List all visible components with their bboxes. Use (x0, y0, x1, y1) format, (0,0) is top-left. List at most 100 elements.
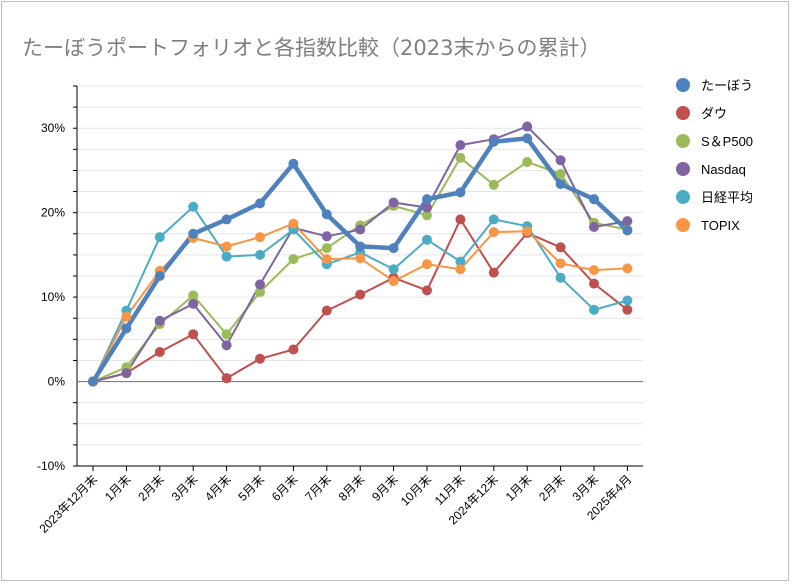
data-point (255, 353, 265, 364)
data-point (288, 158, 299, 169)
data-point (355, 253, 366, 264)
x-tick-label: 6月末 (269, 472, 301, 504)
data-point (555, 168, 566, 179)
data-point (589, 278, 599, 289)
data-point (455, 256, 466, 267)
data-point (321, 305, 332, 316)
data-point (355, 224, 366, 235)
data-point (555, 242, 566, 253)
data-point (455, 214, 466, 225)
data-point (589, 304, 599, 315)
legend-label: たーぼう (701, 78, 753, 93)
data-point (388, 276, 399, 287)
data-point (121, 311, 132, 322)
data-point (622, 216, 633, 227)
data-point (455, 264, 466, 275)
data-point (555, 155, 566, 166)
data-point (88, 376, 98, 387)
data-point (589, 265, 599, 276)
data-point (288, 254, 299, 265)
data-point (221, 241, 232, 252)
data-point (488, 267, 499, 278)
y-tick-label: 10% (41, 290, 65, 304)
data-point (321, 209, 332, 220)
chart-title: たーぼうポートフォリオと各指数比較（2023末からの累計） (22, 36, 600, 60)
legend-label: TOPIX (701, 218, 740, 233)
legend-label: ダウ (701, 106, 727, 121)
data-point (622, 225, 633, 236)
x-tick-label: 10月末 (398, 472, 434, 508)
data-point (422, 234, 432, 245)
y-axis-ticks: -10% 0% 10% 20% 30% (37, 85, 77, 473)
data-point (455, 187, 466, 198)
legend-label: 日経平均 (701, 190, 753, 205)
legend-marker (676, 134, 690, 148)
legend-marker (676, 162, 690, 176)
data-point (422, 210, 432, 221)
legend-marker (676, 218, 690, 232)
data-point (321, 254, 332, 265)
x-tick-label: 9月末 (369, 472, 401, 504)
x-axis-ticks: 2023年12月末 1月末 2月末 3月末 4月末 5月末 6月末 7月末 8月末 9月末10月末… (36, 466, 635, 536)
y-tick-label: 0% (48, 375, 66, 389)
data-point (388, 243, 399, 254)
legend-label: Nasdaq (701, 162, 746, 177)
data-point (488, 179, 499, 190)
data-point (555, 258, 566, 269)
data-point (589, 194, 599, 205)
data-point (221, 251, 232, 262)
x-tick-label: 4月末 (202, 472, 234, 504)
data-point (321, 231, 332, 242)
x-tick-label: 2023年12月末 (36, 472, 100, 536)
data-point (522, 133, 533, 144)
y-tick-label: -10% (37, 459, 65, 473)
data-point (221, 329, 232, 340)
data-point (488, 136, 499, 147)
data-point (255, 232, 265, 243)
data-point (221, 340, 232, 351)
data-point (522, 121, 533, 132)
data-point (622, 304, 633, 315)
data-point (488, 214, 499, 225)
data-point (154, 271, 165, 281)
data-point (221, 373, 232, 384)
x-tick-label: 2月末 (536, 472, 568, 504)
x-tick-label: 8月末 (336, 472, 368, 504)
data-point (255, 198, 265, 209)
x-tick-label: 5月末 (236, 472, 268, 504)
data-point (221, 214, 232, 225)
data-point (622, 295, 633, 306)
x-tick-label: 3月末 (169, 472, 201, 504)
data-point (154, 315, 165, 326)
data-point (488, 227, 499, 238)
data-point (154, 347, 165, 357)
y-tick-label: 30% (41, 121, 65, 135)
legend-marker (676, 190, 690, 204)
data-point (422, 259, 432, 270)
data-point (422, 285, 432, 296)
data-point (422, 194, 432, 205)
data-point (255, 279, 265, 290)
data-point (255, 249, 265, 260)
data-point (455, 152, 466, 163)
y-tick-label: 20% (41, 206, 65, 220)
data-point (188, 228, 199, 239)
data-point (121, 323, 132, 334)
data-point (555, 178, 566, 189)
data-point (154, 232, 165, 243)
data-point (121, 368, 132, 379)
x-tick-label: 1月末 (503, 472, 535, 504)
data-point (188, 290, 199, 301)
data-point (622, 263, 633, 274)
series-points (88, 121, 633, 387)
data-point (188, 329, 199, 340)
data-point (522, 226, 533, 237)
legend-marker (676, 106, 690, 120)
x-tick-label: 1月末 (102, 472, 134, 504)
data-point (288, 218, 299, 229)
x-tick-label: 7月末 (302, 472, 334, 504)
data-point (288, 344, 299, 355)
